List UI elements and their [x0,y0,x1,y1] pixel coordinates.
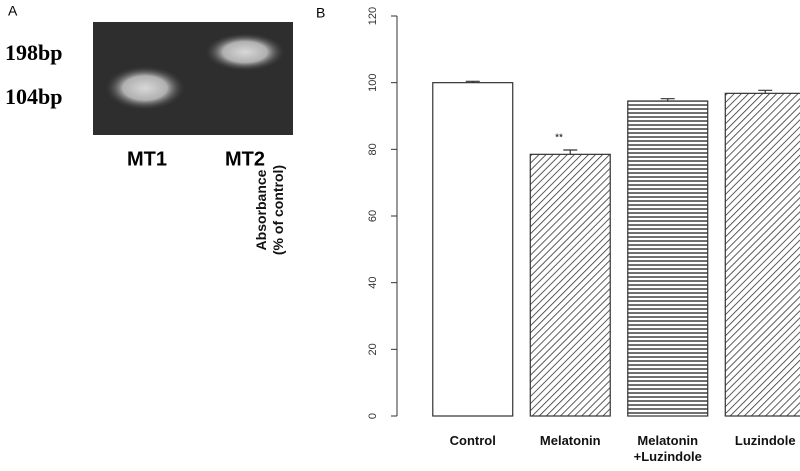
gel-band [105,66,185,110]
gel-band [205,33,285,71]
y-tick-label: 0 [367,413,379,419]
y-axis-label: Absorbance (% of control) [253,164,286,256]
lane-label: MT1 [127,148,167,170]
y-tick-label: 40 [367,277,379,289]
band-label: 104bp [5,84,62,109]
y-tick-label: 120 [367,7,379,25]
annotation: ** [555,133,563,144]
bar [627,100,709,417]
bar [724,92,800,417]
band-label: 198bp [5,40,62,65]
error-bar [465,80,480,83]
error-bar [758,89,773,94]
y-tick-label: 80 [367,143,379,155]
lane-label: MT2 [225,148,265,170]
x-tick-label: Melatonin [539,433,601,448]
error-bar [660,98,675,101]
y-tick-label: 60 [367,210,379,222]
panel-label: B [316,5,325,21]
x-tick-label: Melatonin +Luzindole [633,433,702,464]
y-tick-label: 100 [367,73,379,91]
x-tick-label: Control [449,433,496,448]
y-tick-label: 20 [367,343,379,355]
error-bar [563,149,578,155]
bar [432,82,514,417]
panel-label: A [8,3,18,19]
bar [529,153,611,417]
x-tick-label: Luzindole [734,433,796,448]
